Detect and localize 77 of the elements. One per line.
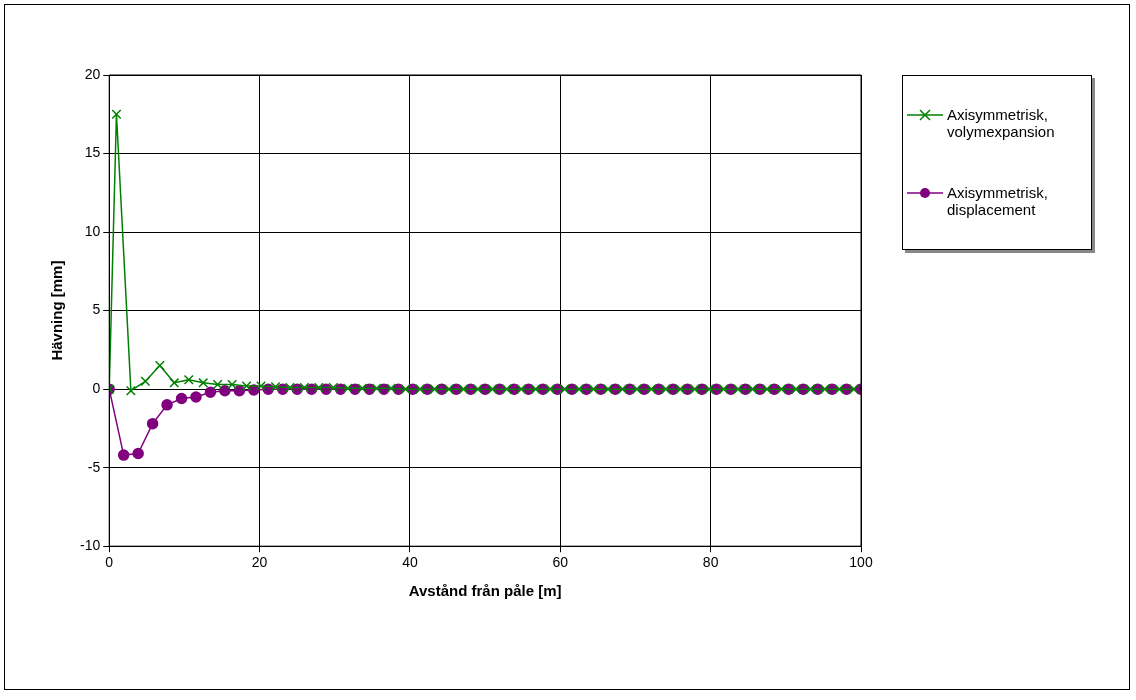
- point: [530, 384, 541, 395]
- point: [848, 384, 859, 395]
- point: [169, 377, 180, 388]
- point: [270, 381, 281, 392]
- point: [588, 384, 599, 395]
- point: [400, 384, 411, 395]
- point: [603, 384, 614, 395]
- point: [140, 376, 151, 387]
- point: [198, 377, 209, 388]
- point: [516, 384, 527, 395]
- point: [733, 384, 744, 395]
- y-tick-label: -5: [87, 458, 101, 475]
- x-tick-label: 100: [849, 554, 873, 571]
- point: [429, 384, 440, 395]
- point: [212, 379, 223, 390]
- x-tick-label: 0: [105, 554, 114, 571]
- point: [689, 384, 700, 395]
- point: [660, 384, 671, 395]
- legend-label: Axisymmetrisk, displacement: [947, 184, 1049, 218]
- y-tick-label: 15: [84, 144, 101, 161]
- point: [284, 382, 295, 393]
- x-tick-label: 40: [402, 554, 418, 571]
- point: [472, 384, 483, 395]
- point: [371, 383, 382, 394]
- x-tick-label: 80: [702, 554, 719, 571]
- point: [675, 384, 686, 395]
- y-tick-label: 5: [92, 301, 101, 318]
- point: [146, 417, 159, 430]
- y-tick-label: 10: [84, 222, 101, 239]
- y-tick-label: -10: [80, 537, 101, 554]
- point: [190, 391, 202, 403]
- point: [204, 386, 217, 399]
- y-tick-label: 20: [84, 65, 101, 82]
- point: [762, 384, 773, 395]
- point: [175, 392, 188, 405]
- point: [559, 384, 570, 395]
- point: [617, 384, 628, 395]
- point: [219, 384, 231, 397]
- point: [834, 384, 845, 395]
- point: [819, 384, 830, 395]
- x-axis-title: Avstånd från påle [m]: [408, 582, 562, 600]
- point: [646, 384, 657, 395]
- point: [111, 109, 122, 120]
- point: [718, 384, 729, 395]
- point: [183, 374, 194, 385]
- point: [458, 384, 469, 395]
- point: [386, 383, 397, 394]
- y-tick-label: 0: [92, 379, 101, 396]
- x-tick-label: 20: [251, 554, 268, 571]
- x-tick-label: 60: [552, 554, 569, 571]
- point: [125, 385, 136, 396]
- point: [328, 382, 339, 393]
- point: [241, 381, 252, 391]
- point: [631, 384, 642, 395]
- point: [574, 384, 585, 395]
- point: [357, 383, 368, 394]
- point: [545, 384, 556, 395]
- point: [501, 384, 512, 395]
- y-axis-title: Hävning [mm]: [48, 260, 66, 361]
- point: [313, 382, 324, 393]
- point: [747, 384, 758, 395]
- point: [704, 384, 715, 395]
- point: [154, 360, 165, 371]
- point: [132, 447, 144, 460]
- point: [342, 383, 353, 394]
- point: [776, 384, 787, 395]
- point: [227, 379, 238, 390]
- point: [443, 384, 454, 395]
- point: [117, 449, 130, 461]
- point: [487, 384, 498, 395]
- point: [415, 384, 426, 395]
- point: [161, 399, 173, 411]
- point: [299, 382, 310, 393]
- point: [790, 384, 801, 395]
- point: [256, 381, 267, 391]
- point: [805, 384, 816, 395]
- legend-label: Axisymmetrisk, volymexpansion: [947, 106, 1056, 140]
